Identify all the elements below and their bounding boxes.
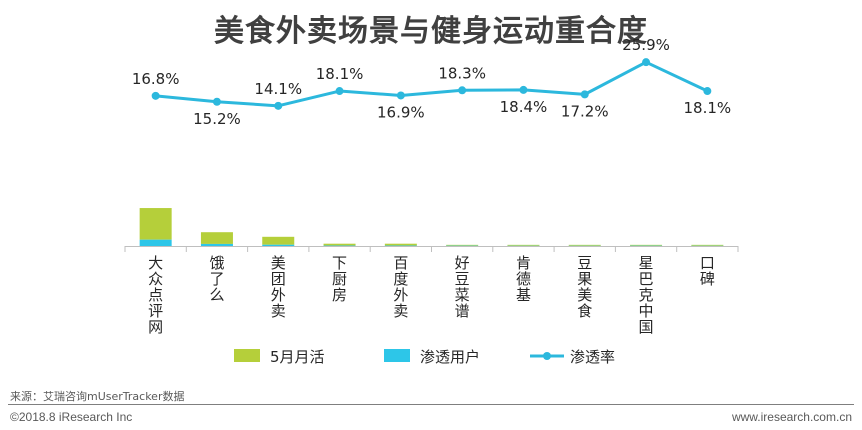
data-label: 16.9% [377, 103, 425, 121]
category-label: 星巴克中国 [639, 254, 654, 336]
bar-monthly-active [446, 244, 479, 246]
website-text: www.iresearch.com.cn [731, 410, 852, 424]
bar-monthly-active [139, 208, 172, 240]
data-label: 25.9% [622, 36, 670, 54]
bar-monthly-active [200, 232, 233, 244]
category-label: 下厨房 [332, 254, 347, 304]
legend-marker [543, 352, 551, 360]
legend-label: 5月月活 [270, 348, 325, 366]
category-label: 肯德基 [516, 254, 531, 304]
legend-swatch [384, 349, 410, 362]
chart-title: 美食外卖场景与健身运动重合度 [214, 14, 648, 49]
penetration-point [151, 91, 160, 100]
category-label: 豆果美食 [577, 254, 592, 320]
x-axis-ticks [124, 246, 739, 252]
category-label: 饿了么 [209, 254, 224, 304]
category-label: 美团外卖 [271, 254, 286, 320]
data-label: 16.8% [132, 70, 180, 88]
category-label: 口碑 [700, 254, 715, 288]
data-label: 17.2% [561, 102, 609, 120]
penetration-point [335, 87, 344, 96]
category-labels: 大众点评网 饿了么 美团外卖 下厨房 百度外卖 好豆菜谱 肯德基 豆果美食 星巴克中国 口碑 [148, 254, 715, 336]
penetration-point [212, 97, 221, 106]
penetration-point [642, 58, 651, 67]
legend-label: 渗透用户 [420, 348, 480, 366]
bar-monthly-active [568, 244, 601, 246]
source-note: 来源：艾瑞咨询mUserTracker数据 [10, 390, 185, 403]
bar-penetrated-users [262, 244, 295, 246]
penetration-point [274, 101, 283, 110]
bar-monthly-active [323, 243, 356, 246]
penetration-point [703, 87, 712, 96]
bar-monthly-active [384, 243, 417, 246]
bar-penetrated-users [200, 243, 233, 246]
data-label: 15.2% [193, 110, 241, 128]
category-label: 好豆菜谱 [455, 254, 470, 320]
data-label: 18.1% [316, 65, 364, 83]
bar-monthly-active [262, 236, 295, 245]
bar-monthly-active [691, 244, 724, 246]
data-label: 18.4% [500, 98, 548, 116]
legend-label: 渗透率 [570, 348, 615, 366]
bar-monthly-active [630, 244, 663, 246]
legend: 5月月活 渗透用户 渗透率 [234, 348, 615, 366]
category-label: 大众点评网 [148, 254, 163, 336]
penetration-line-layer: 16.8% 15.2% 14.1% 18.1% 16.9% 18.3% 18.4% 17.2%… [132, 36, 731, 128]
copyright-text: ©2018.8 iResearch Inc [10, 410, 133, 424]
data-label: 14.1% [254, 80, 302, 98]
legend-swatch [234, 349, 260, 362]
penetration-point [458, 86, 467, 95]
penetration-point [519, 85, 528, 94]
bar-monthly-active [507, 244, 540, 246]
bar-penetrated-users [139, 239, 172, 246]
penetration-line [155, 60, 708, 108]
category-label: 百度外卖 [393, 254, 408, 320]
data-label: 18.3% [438, 64, 486, 82]
penetration-point [580, 90, 589, 99]
bar-layer [139, 208, 724, 246]
footer-divider [8, 404, 854, 405]
data-label: 18.1% [684, 99, 732, 117]
penetration-point [396, 91, 405, 100]
